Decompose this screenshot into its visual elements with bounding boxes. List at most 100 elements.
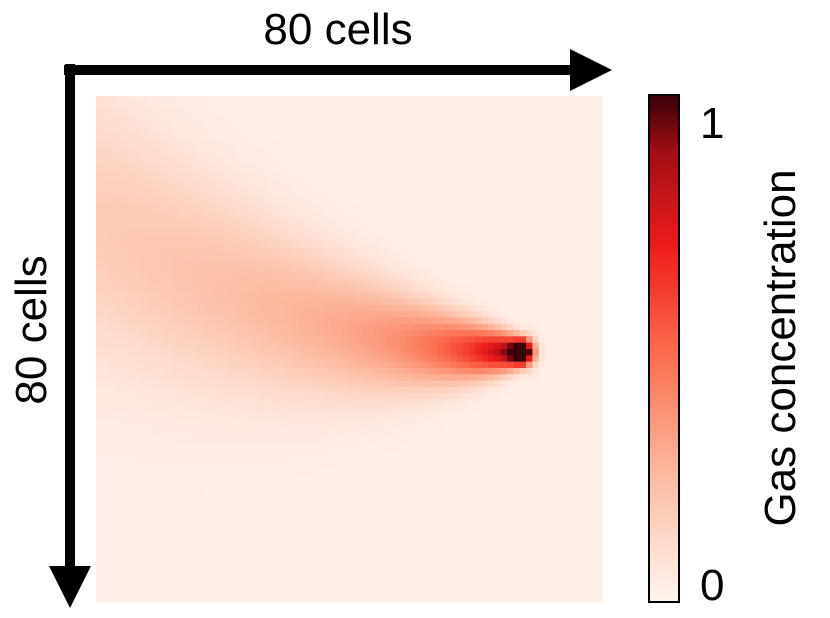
heatmap-cell [424, 361, 432, 369]
heatmap-cell [374, 133, 382, 141]
heatmap-cell [304, 367, 312, 375]
heatmap-cell [203, 330, 211, 337]
heatmap-cell [121, 317, 129, 325]
heatmap-cell [190, 304, 198, 312]
heatmap-cell [380, 437, 388, 445]
heatmap-cell [260, 380, 268, 388]
heatmap-cell [576, 405, 584, 413]
heatmap-cell [545, 323, 552, 331]
heatmap-cell [475, 197, 483, 205]
heatmap-cell [532, 443, 540, 451]
heatmap-cell [475, 367, 483, 375]
heatmap-cell [171, 171, 179, 179]
heatmap-cell [140, 399, 148, 407]
heatmap-cell [178, 133, 186, 141]
heatmap-cell [178, 241, 186, 249]
heatmap-cell [437, 450, 445, 458]
heatmap-cell [393, 399, 401, 407]
heatmap-cell [114, 222, 122, 230]
heatmap-cell [481, 266, 489, 274]
heatmap-cell [273, 437, 281, 445]
heatmap-cell [355, 146, 363, 154]
heatmap-cell [152, 184, 160, 192]
heatmap-cell [171, 285, 179, 293]
heatmap-cell [121, 222, 129, 230]
heatmap-cell [342, 349, 350, 356]
heatmap-cell [317, 197, 325, 205]
heatmap-cell [507, 399, 515, 407]
heatmap-cell [589, 380, 597, 388]
heatmap-cell [279, 349, 287, 356]
heatmap-cell [393, 292, 401, 299]
heatmap-cell [260, 405, 268, 413]
heatmap-cell [450, 228, 458, 236]
heatmap-cell [342, 304, 350, 312]
heatmap-cell [551, 216, 559, 224]
heatmap-cell [247, 114, 255, 122]
heatmap-cell [475, 279, 483, 287]
heatmap-cell [583, 481, 590, 489]
heatmap-cell [367, 399, 375, 407]
heatmap-cell [159, 323, 167, 331]
heatmap-cell [108, 374, 116, 382]
heatmap-cell [405, 241, 413, 249]
heatmap-cell [361, 323, 369, 331]
heatmap-cell [304, 393, 312, 401]
heatmap-cell [235, 462, 243, 470]
heatmap-cell [532, 292, 540, 299]
heatmap-cell [557, 437, 565, 445]
heatmap-cell [102, 209, 110, 217]
heatmap-cell [367, 216, 375, 224]
heatmap-cell [393, 424, 401, 432]
heatmap-cell [178, 456, 186, 464]
heatmap-cell [317, 228, 325, 236]
heatmap-cell [424, 367, 432, 375]
heatmap-cell [178, 254, 186, 262]
heatmap-cell [285, 190, 293, 198]
heatmap-cell [538, 96, 546, 103]
heatmap-cell [405, 114, 413, 122]
heatmap-cell [557, 260, 565, 268]
heatmap-cell [165, 374, 173, 382]
heatmap-cell [165, 197, 173, 205]
heatmap-cell [304, 279, 312, 287]
heatmap-cell [488, 349, 496, 356]
heatmap-cell [462, 469, 470, 477]
heatmap-cell [235, 184, 243, 192]
heatmap-cell [298, 374, 306, 382]
heatmap-cell [481, 298, 489, 306]
heatmap-cell [108, 323, 116, 331]
heatmap-cell [399, 140, 407, 148]
heatmap-cell [336, 285, 344, 293]
heatmap-cell [171, 266, 179, 274]
heatmap-cell [140, 127, 148, 135]
heatmap-cell [285, 108, 293, 116]
heatmap-cell [367, 171, 375, 179]
heatmap-cell [304, 114, 312, 122]
heatmap-cell [121, 386, 129, 394]
heatmap-cell [304, 235, 312, 243]
heatmap-cell [114, 405, 122, 413]
heatmap-cell [273, 475, 281, 483]
heatmap-cell [336, 178, 344, 186]
heatmap-cell [279, 336, 287, 344]
heatmap-cell [114, 152, 122, 160]
heatmap-cell [386, 266, 394, 274]
heatmap-cell [323, 159, 331, 167]
heatmap-cell [583, 336, 590, 344]
heatmap-cell [184, 317, 192, 325]
heatmap-cell [500, 96, 508, 103]
heatmap-cell [349, 190, 356, 198]
heatmap-cell [367, 317, 375, 325]
heatmap-cell [349, 121, 356, 129]
heatmap-cell [266, 285, 274, 293]
heatmap-cell [146, 241, 154, 249]
heatmap-cell [330, 241, 337, 249]
heatmap-cell [285, 235, 293, 243]
heatmap-cell [418, 178, 426, 186]
heatmap-cell [494, 159, 502, 167]
heatmap-cell [551, 399, 559, 407]
heatmap-cell [526, 386, 534, 394]
heatmap-cell [399, 456, 407, 464]
heatmap-cell [178, 260, 186, 268]
